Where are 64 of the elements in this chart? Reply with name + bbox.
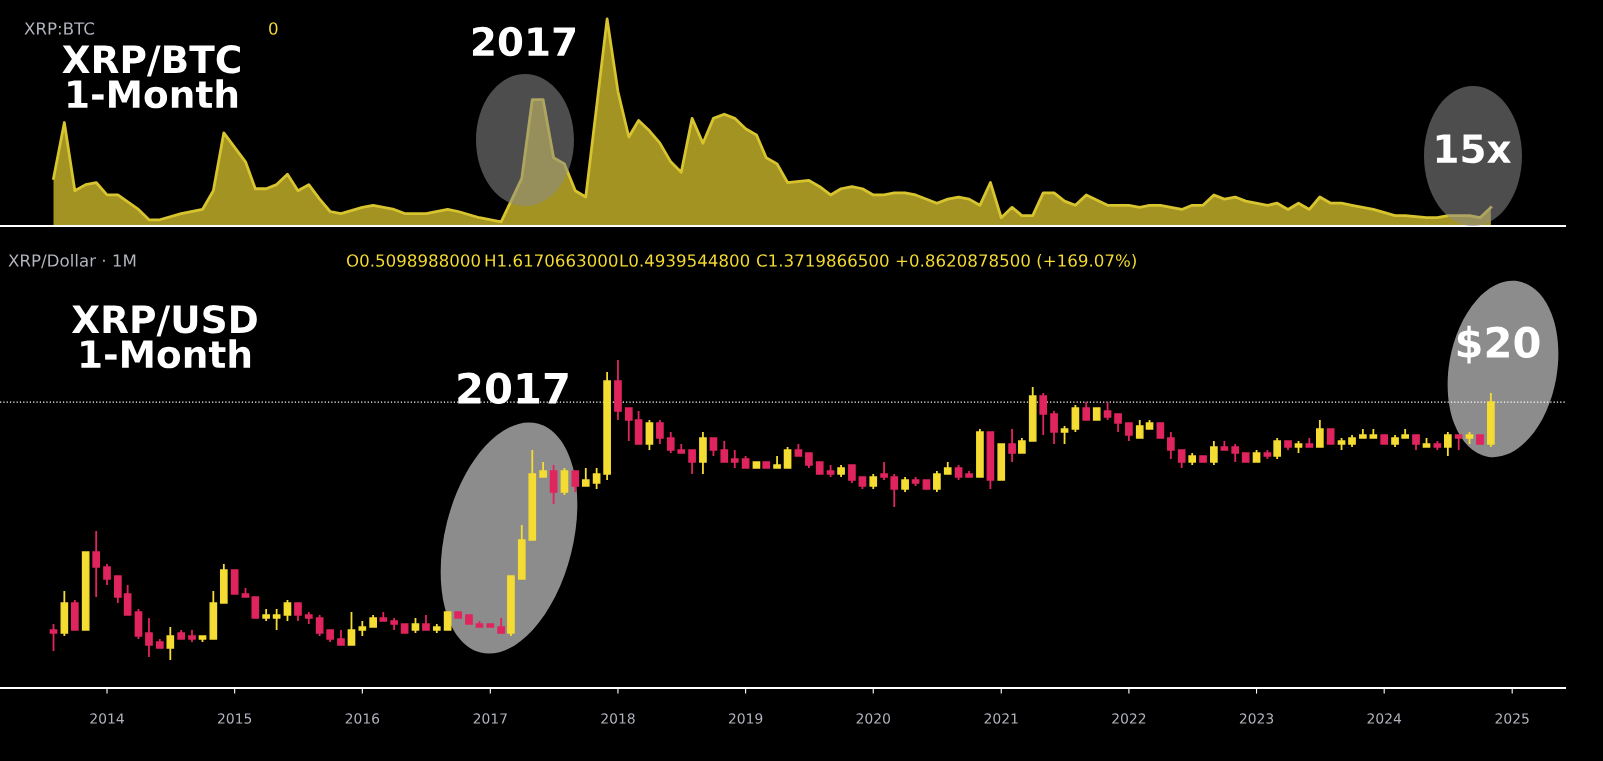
x-tick-label: 2021 bbox=[984, 713, 1018, 724]
annotation: 0 bbox=[269, 22, 278, 35]
candlestick bbox=[315, 614, 324, 637]
x-tick-label: 2020 bbox=[856, 713, 890, 724]
annotation: 2017 bbox=[472, 26, 576, 57]
x-tick-label: 2019 bbox=[728, 713, 763, 724]
x-tick-label: 2014 bbox=[90, 713, 124, 724]
candlestick bbox=[656, 419, 664, 445]
annotation: 15x bbox=[1436, 134, 1512, 164]
candlestick bbox=[1008, 428, 1016, 463]
candlestick bbox=[1273, 437, 1282, 460]
candlestick bbox=[645, 419, 654, 451]
candlestick bbox=[134, 608, 143, 640]
candlestick bbox=[114, 575, 122, 604]
chart-subtitle: XRP:BTC bbox=[24, 22, 95, 35]
candlestick bbox=[251, 596, 260, 619]
candlestick bbox=[634, 410, 643, 445]
candlestick bbox=[890, 473, 899, 508]
candlestick bbox=[1050, 410, 1058, 445]
annotation: $20 bbox=[1457, 325, 1540, 364]
text: XRP/BTC 1-Month bbox=[62, 45, 240, 109]
text: +0.8620878500 (+169.07%) bbox=[896, 253, 1136, 269]
candlestick bbox=[1316, 419, 1324, 448]
annotation: 2017 bbox=[458, 372, 568, 405]
chart-title: XRP/USD 1-Month bbox=[71, 305, 257, 369]
candlestick bbox=[1444, 431, 1452, 457]
candlestick bbox=[49, 623, 58, 652]
x-tick-label: 2023 bbox=[1239, 713, 1274, 724]
candlestick bbox=[145, 617, 153, 658]
candlestick bbox=[549, 464, 558, 505]
x-tick-label: 2024 bbox=[1367, 713, 1402, 724]
candlestick bbox=[624, 407, 633, 442]
candlestick bbox=[933, 470, 941, 493]
text: O0.5098988000 bbox=[346, 254, 480, 267]
x-tick-label: 2017 bbox=[473, 713, 507, 724]
candlestick bbox=[720, 440, 729, 463]
candlestick bbox=[688, 449, 696, 475]
x-tick-label: 2025 bbox=[1495, 713, 1529, 724]
candlestick bbox=[103, 563, 111, 586]
candlestick bbox=[166, 626, 175, 661]
candlestick bbox=[1167, 431, 1175, 460]
candlestick bbox=[230, 569, 239, 595]
candlestick bbox=[699, 431, 707, 475]
x-tick-label: 2016 bbox=[345, 713, 380, 724]
x-tick-label: 2015 bbox=[218, 713, 252, 724]
candlestick bbox=[1039, 392, 1048, 436]
candlestick bbox=[272, 608, 281, 631]
text: H1.6170663000 bbox=[485, 254, 618, 267]
candlestick bbox=[1071, 404, 1080, 433]
candlestick bbox=[783, 446, 792, 469]
x-tick-label: 2022 bbox=[1112, 713, 1146, 724]
text: C1.3719866500 bbox=[756, 254, 889, 267]
candlestick bbox=[592, 467, 601, 490]
candlestick bbox=[666, 431, 675, 454]
x-tick-label: 2018 bbox=[601, 713, 635, 724]
text: L0.4939544800 bbox=[620, 254, 750, 267]
chart-subtitle: XRP/Dollar · 1M bbox=[8, 253, 136, 269]
candlestick bbox=[283, 599, 292, 622]
candlestick bbox=[571, 470, 580, 493]
candlestick bbox=[123, 584, 132, 616]
candlestick bbox=[347, 611, 356, 646]
candlestick bbox=[1210, 440, 1218, 466]
candlestick bbox=[92, 530, 101, 598]
candlestick bbox=[560, 467, 569, 496]
